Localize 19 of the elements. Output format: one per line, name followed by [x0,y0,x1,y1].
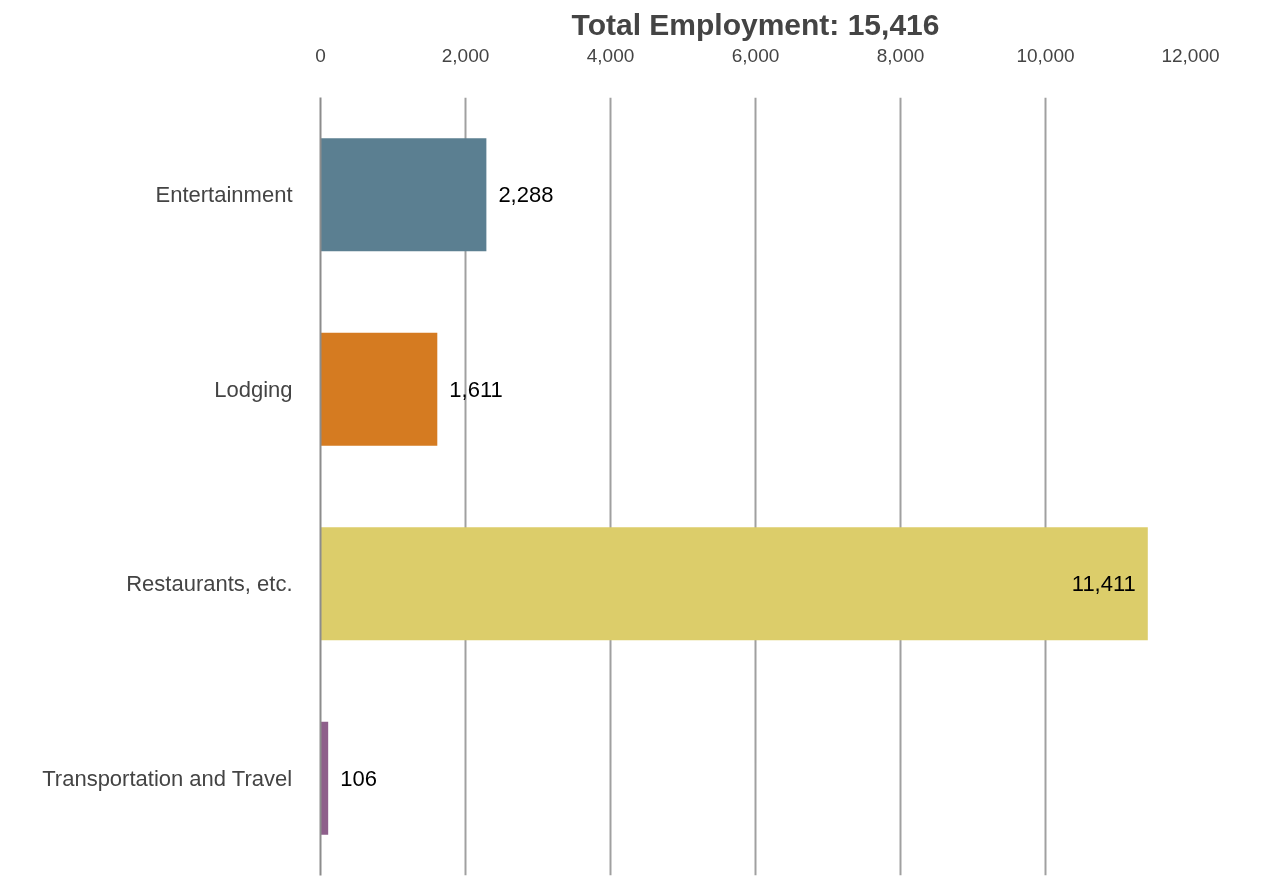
data-label: 11,411 [1071,571,1136,597]
x-tick-label: 4,000 [586,44,635,66]
bar [320,332,438,446]
y-tick-label: Restaurants, etc. [126,571,293,597]
y-tick-label: Transportation and Travel [42,765,293,791]
bar [320,527,1148,641]
data-label: 106 [340,765,377,791]
data-label: 1,611 [449,376,503,402]
data-label: 2,288 [498,182,554,208]
y-tick-label: Lodging [214,376,293,402]
x-tick-label: 10,000 [1016,44,1075,66]
x-tick-label: 8,000 [876,44,925,66]
y-tick-label: Entertainment [155,182,293,208]
x-tick-label: 2,000 [441,44,490,66]
x-tick-label: 6,000 [731,44,780,66]
x-tick-label: 0 [315,44,326,66]
bar [320,138,487,252]
x-tick-label: 12,000 [1161,44,1220,66]
chart-title: Total Employment: 15,416 [571,7,940,41]
